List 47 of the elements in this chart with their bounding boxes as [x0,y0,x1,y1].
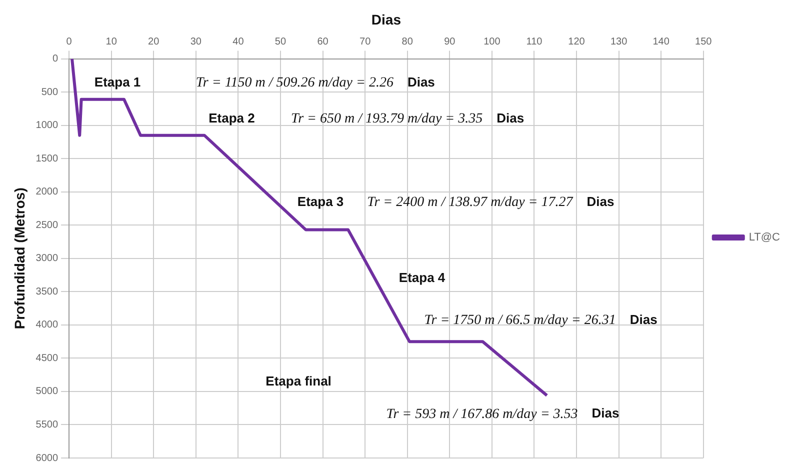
x-tick-label: 110 [526,36,543,48]
y-tick-label: 500 [41,86,58,98]
x-tick-label: 80 [402,36,414,48]
x-axis-title: Dias [371,11,402,28]
x-tick-label: 40 [232,36,244,48]
x-tick-label: 20 [148,36,160,48]
annotation: Tr = 593 m / 167.86 m/day = 3.53 [386,406,578,422]
y-tick-label: 6000 [36,452,58,464]
annotation: Etapa final [266,374,332,389]
annotation: Etapa 4 [398,270,446,285]
annotation: Dias [586,194,614,210]
y-tick-label: 5500 [36,419,58,430]
y-tick-label: 1500 [36,153,58,164]
x-tick-label: 60 [317,36,329,48]
y-tick-label: 1000 [36,120,58,132]
annotation: Dias [407,74,435,90]
annotation: Etapa 2 [208,110,255,126]
y-tick-label: 4500 [36,352,58,364]
x-tick-label: 70 [360,36,372,48]
x-tick-label: 90 [444,36,456,48]
y-tick-label: 2500 [36,220,58,231]
annotation: Dias [496,110,524,126]
y-tick-label: 2000 [36,186,58,198]
x-tick-label: 0 [66,36,72,48]
x-tick-label: 130 [610,36,628,48]
annotation: Tr = 1150 m / 509.26 m/day = 2.26 [196,75,394,90]
annotation: Etapa 3 [297,194,344,210]
y-tick-label: 4000 [36,320,58,331]
x-tick-label: 100 [484,36,501,48]
y-tick-label: 3500 [36,286,58,298]
annotation: Dias [630,312,658,327]
annotation: Dias [592,406,620,421]
annotation: Tr = 650 m / 193.79 m/day = 3.35 [291,111,483,126]
y-axis-title: Profundidad (Metros) [11,188,28,330]
y-tick-label: 3000 [36,253,58,264]
legend-label: LT@C [748,232,780,244]
x-tick-label: 10 [106,36,118,48]
x-tick-label: 30 [190,36,202,48]
x-tick-label: 150 [695,36,712,48]
annotation: Tr = 1750 m / 66.5 m/day = 26.31 [424,312,616,328]
x-tick-label: 50 [274,36,286,48]
annotation: Etapa 1 [94,74,141,90]
annotation: Tr = 2400 m / 138.97 m/day = 17.27 [367,195,574,210]
y-tick-label: 5000 [36,386,58,398]
x-tick-label: 120 [568,36,586,48]
x-tick-label: 140 [652,36,670,48]
y-tick-label: 0 [52,54,58,65]
